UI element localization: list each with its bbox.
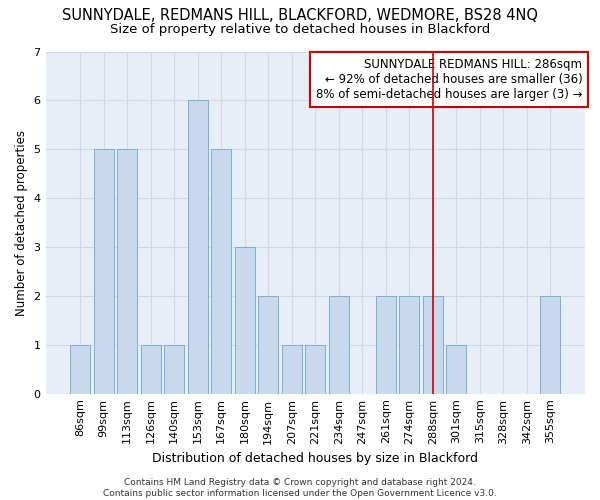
Bar [423,296,443,394]
Bar [117,150,137,394]
Y-axis label: Number of detached properties: Number of detached properties [15,130,28,316]
Text: SUNNYDALE, REDMANS HILL, BLACKFORD, WEDMORE, BS28 4NQ: SUNNYDALE, REDMANS HILL, BLACKFORD, WEDM… [62,8,538,22]
Bar [258,296,278,394]
Text: SUNNYDALE REDMANS HILL: 286sqm
← 92% of detached houses are smaller (36)
8% of s: SUNNYDALE REDMANS HILL: 286sqm ← 92% of … [316,58,583,102]
Bar [94,150,113,394]
Bar [164,345,184,394]
Bar [446,345,466,394]
Text: Size of property relative to detached houses in Blackford: Size of property relative to detached ho… [110,22,490,36]
Text: Contains HM Land Registry data © Crown copyright and database right 2024.
Contai: Contains HM Land Registry data © Crown c… [103,478,497,498]
Bar [305,345,325,394]
Bar [211,150,231,394]
Bar [188,100,208,394]
Bar [282,345,302,394]
Bar [329,296,349,394]
Bar [541,296,560,394]
Bar [70,345,90,394]
Bar [400,296,419,394]
Bar [140,345,161,394]
Bar [235,247,255,394]
Bar [376,296,396,394]
X-axis label: Distribution of detached houses by size in Blackford: Distribution of detached houses by size … [152,452,478,465]
